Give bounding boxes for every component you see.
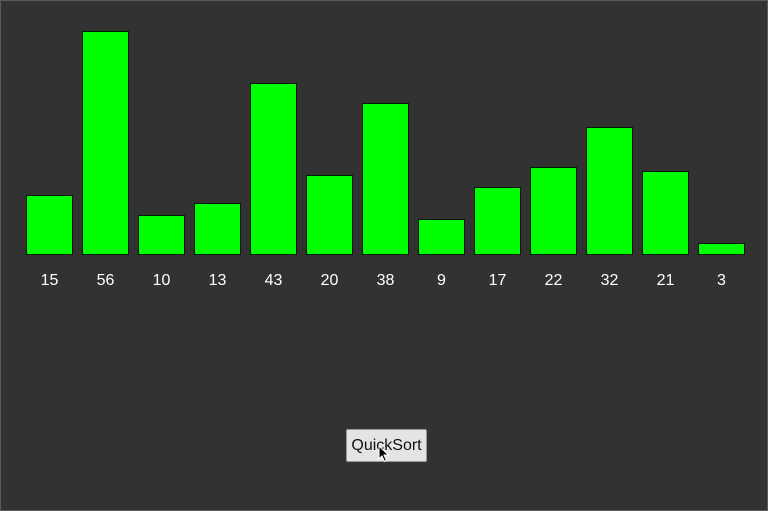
- bar-value-label: 32: [600, 272, 619, 289]
- bar-8: [474, 187, 521, 255]
- bar-5: [306, 175, 353, 255]
- bar-value-label: 13: [208, 272, 227, 289]
- bar-value-label: 3: [717, 272, 726, 289]
- bar-3: [194, 203, 241, 255]
- bar-value-label: 9: [437, 272, 446, 289]
- bar-12: [698, 243, 745, 255]
- bar-9: [530, 167, 577, 255]
- bar-11: [642, 171, 689, 255]
- bar-value-label: 21: [656, 272, 675, 289]
- bar-1: [82, 31, 129, 255]
- bar-4: [250, 83, 297, 255]
- bar-value-label: 43: [264, 272, 283, 289]
- bar-value-label: 20: [320, 272, 339, 289]
- bar-7: [418, 219, 465, 255]
- quicksort-button[interactable]: QuickSort: [346, 429, 427, 462]
- bar-value-label: 22: [544, 272, 563, 289]
- bar-0: [26, 195, 73, 255]
- bar-10: [586, 127, 633, 255]
- bar-value-label: 15: [40, 272, 59, 289]
- bar-value-label: 17: [488, 272, 507, 289]
- bar-6: [362, 103, 409, 255]
- bar-2: [138, 215, 185, 255]
- bar-value-label: 10: [152, 272, 171, 289]
- bar-value-label: 56: [96, 272, 115, 289]
- bar-value-label: 38: [376, 272, 395, 289]
- bar-chart: 15 56 10 13 43 20 38 9 17 22 32 21 3: [1, 1, 768, 301]
